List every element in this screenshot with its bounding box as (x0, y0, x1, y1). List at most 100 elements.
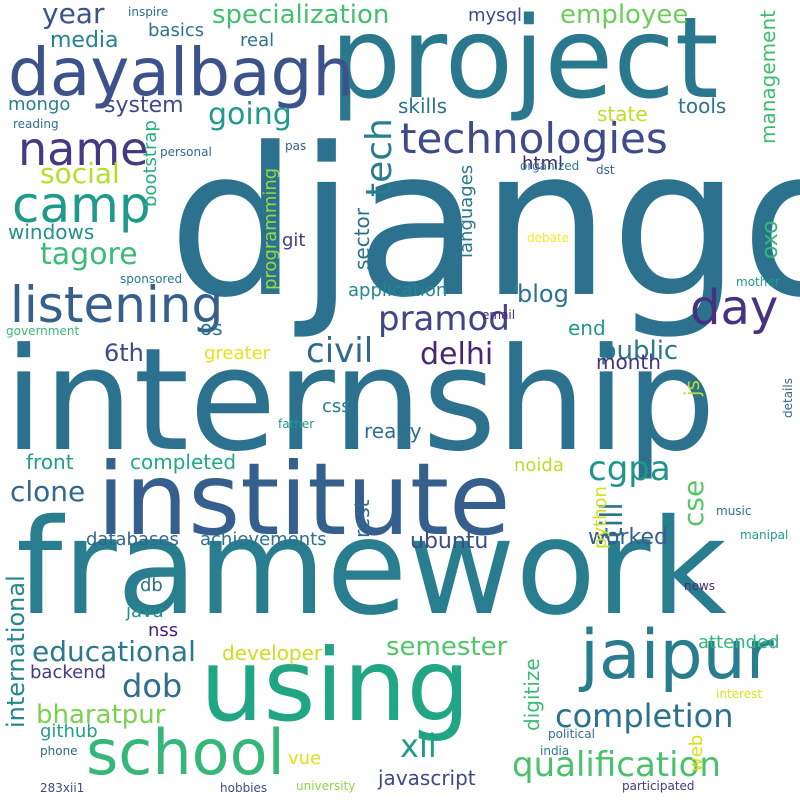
word-vue: vue (288, 748, 322, 769)
word-databases: databases (86, 529, 179, 550)
word-camp: camp (12, 176, 151, 234)
word-month: month (596, 350, 661, 374)
word-mysql: mysql (468, 5, 522, 26)
word-digitize: digitize (520, 658, 544, 731)
word-mongo: mongo (8, 94, 71, 115)
word-pramod: pramod (378, 299, 510, 339)
word-bharatpur: bharatpur (36, 700, 166, 730)
word-state: state (597, 102, 648, 126)
word-pas: pas (285, 139, 307, 153)
word-management: management (756, 10, 780, 144)
word-worked: worked (588, 525, 668, 550)
word-internship: internship (4, 318, 716, 483)
word-name: name (18, 122, 149, 176)
word-programming: programming (260, 167, 281, 290)
word-educational: educational (32, 635, 196, 668)
word-inspire: inspire (128, 5, 169, 19)
word-rest: rest (350, 499, 374, 538)
word-attended: attended (698, 632, 780, 653)
word-india: india (540, 744, 570, 758)
word-news: news (684, 579, 716, 593)
word-government: government (6, 324, 80, 338)
word-github: github (40, 721, 98, 742)
word-delhi: delhi (420, 337, 494, 372)
word-realty: realty (364, 419, 422, 443)
word-phone: phone (40, 744, 78, 758)
word-using: using (200, 627, 471, 744)
word-media: media (50, 28, 119, 53)
word-283xii1: 283xii1 (40, 781, 85, 795)
word-employee: employee (560, 0, 689, 30)
word-listening: listening (10, 276, 224, 334)
word-debate: debate (527, 231, 570, 245)
word-dayalbagh: dayalbagh (8, 34, 355, 111)
word-interest: interest (716, 687, 763, 701)
word-clone: clone (10, 475, 86, 508)
word-6th: 6th (104, 339, 144, 367)
word-personal: personal (160, 145, 212, 159)
word-nss: nss (148, 620, 179, 641)
word-xii: xii (400, 727, 437, 765)
word-dst: dst (596, 163, 615, 177)
word-jaipur: jaipur (580, 616, 774, 695)
word-civil: civil (306, 331, 374, 371)
word-hobbies: hobbies (220, 781, 268, 795)
word-python: python (590, 486, 611, 549)
word-music: music (716, 504, 752, 518)
word-organized: organized (520, 159, 580, 173)
word-tech: tech (359, 118, 400, 197)
word-dob: dob (122, 667, 183, 705)
word-java: java (126, 601, 164, 622)
word-details: details (781, 378, 795, 418)
word-manipal: manipal (740, 528, 789, 542)
word-cse: cse (677, 479, 710, 527)
word-languages: languages (456, 164, 477, 258)
word-sponsored: sponsored (120, 272, 183, 286)
word-email: email (482, 308, 516, 322)
word-reading: reading (13, 117, 59, 131)
word-windows: windows (8, 220, 95, 244)
word-db: db (140, 575, 163, 596)
word-system: system (104, 93, 184, 118)
word-mother: mother (736, 275, 780, 289)
word-front: front (26, 450, 74, 474)
word-political: political (548, 727, 595, 741)
word-js: js (680, 380, 704, 396)
word-oxo: oxo (758, 220, 783, 259)
word-achievements: achievements (200, 529, 327, 550)
word-school: school (86, 716, 285, 789)
word-web: web (686, 734, 707, 772)
word-blog: blog (517, 280, 569, 308)
word-university: university (296, 779, 356, 793)
word-cgpa: cgpa (588, 449, 671, 489)
word-backend: backend (30, 662, 107, 683)
word-framework: framework (16, 491, 727, 645)
word-institute: institute (97, 441, 511, 558)
word-completed: completed (130, 450, 237, 474)
word-bootstrap: bootstrap (140, 120, 161, 207)
word-sector: sector (350, 207, 374, 270)
word-real: real (240, 30, 275, 51)
word-project: project (330, 0, 719, 124)
word-participated: participated (622, 779, 695, 793)
word-ubuntu: ubuntu (410, 529, 489, 554)
word-developer: developer (222, 641, 323, 665)
word-javascript: javascript (378, 766, 476, 790)
word-specialization: specialization (212, 0, 390, 30)
word-tools: tools (678, 94, 727, 118)
word-qualification: qualification (512, 745, 721, 785)
word-git: git (282, 230, 306, 251)
word-skills: skills (398, 94, 448, 118)
word-application: application (348, 280, 448, 301)
word-tagore: tagore (40, 237, 138, 272)
word-social: social (40, 157, 120, 190)
word-day: day (690, 280, 779, 336)
word-end: end (568, 316, 606, 340)
word-semester: semester (386, 632, 508, 662)
word-going: going (208, 97, 292, 132)
word-completion: completion (555, 697, 734, 735)
word-greater: greater (204, 343, 271, 364)
word-noida: noida (514, 455, 564, 476)
word-international: international (2, 575, 30, 728)
